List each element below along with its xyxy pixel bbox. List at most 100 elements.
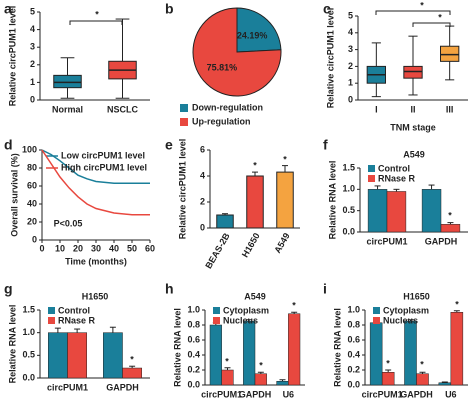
pie-slice: [192, 7, 282, 97]
panel-title: H1650: [82, 291, 109, 301]
legend-swatch: [180, 118, 188, 126]
error-bar: [291, 311, 298, 314]
error-bar: [447, 222, 454, 225]
y-tick-label: 0.0: [187, 379, 200, 389]
y-tick-label: 0.2: [347, 364, 360, 374]
y-tick-label: 0.8: [347, 319, 360, 329]
panel-title: A549: [244, 291, 266, 301]
x-tick-label: II: [410, 104, 415, 114]
bar: [246, 175, 264, 229]
y-tick-label: 1: [348, 78, 353, 88]
annotation: *: [259, 360, 263, 370]
y-tick-label: 0.6: [347, 334, 360, 344]
legend-label: Nucleus: [223, 315, 258, 325]
y-tick-label: 4: [348, 27, 353, 37]
x-tick-label: circPUM1: [201, 389, 242, 399]
legend-label: Up-regulation: [192, 116, 251, 126]
y-tick-label: 2: [200, 196, 205, 206]
slice-label: 75.81%: [207, 62, 238, 72]
error-bar: [279, 379, 286, 382]
bar: [209, 324, 222, 386]
bar: [440, 224, 461, 233]
panel-label: a: [4, 1, 12, 17]
y-tick-label: 5: [348, 10, 353, 20]
error-bar: [419, 371, 426, 374]
bar: [221, 369, 234, 386]
x-tick-label: GAPDH: [425, 236, 458, 246]
legend-swatch: [368, 165, 375, 172]
panel-label: g: [4, 281, 13, 297]
bar: [48, 332, 68, 379]
annotation: *: [283, 154, 287, 164]
y-axis-label: Relative RNA level: [172, 308, 182, 387]
error-bar: [407, 319, 414, 322]
y-axis-label: Relative circPUM1 level: [325, 8, 335, 109]
y-tick-label: 6: [200, 144, 205, 154]
annotation: *: [130, 354, 134, 364]
annotation: *: [448, 210, 452, 220]
legend-swatch: [373, 307, 380, 314]
y-tick-label: 100: [22, 144, 37, 154]
y-tick-label: 4: [200, 170, 205, 180]
x-tick-label: I: [375, 104, 378, 114]
y-axis-label: Relative RNA level: [327, 161, 337, 240]
bar: [103, 332, 123, 379]
error-bar: [222, 213, 228, 215]
y-tick-label: 0: [32, 234, 37, 244]
y-tick-label: 1.0: [22, 327, 35, 337]
annotation: *: [253, 160, 257, 170]
x-tick-label: GAPDH: [106, 382, 139, 392]
bar: [367, 189, 388, 233]
y-axis-label: Overall survival (%): [9, 153, 19, 237]
legend-label: High circPUM1 level: [61, 162, 147, 172]
x-tick-label: BEAS-2B: [203, 231, 232, 271]
bar: [416, 373, 429, 386]
x-tick-label: GAPDH: [400, 389, 433, 399]
error-bar: [129, 365, 136, 369]
legend-label: Cytoplasm: [223, 305, 269, 315]
legend-swatch: [213, 307, 220, 314]
y-tick-label: 0: [30, 94, 35, 104]
x-tick-label: circPUM1: [366, 236, 407, 246]
y-tick-label: 1.0: [342, 184, 355, 194]
x-tick-label: 60: [145, 243, 155, 253]
y-tick-label: 4: [30, 24, 35, 34]
x-tick-label: 10: [55, 243, 65, 253]
panel-title: A549: [403, 149, 425, 159]
legend-label: Nucleus: [383, 315, 418, 325]
y-tick-label: 20: [27, 216, 37, 226]
x-tick-label: 40: [109, 243, 119, 253]
annotation: *: [292, 300, 296, 310]
y-tick-label: 80: [27, 162, 37, 172]
bar: [438, 382, 452, 386]
y-axis-label: Relative RNA level: [7, 305, 17, 384]
x-tick-label: A549: [272, 231, 291, 255]
y-tick-label: 3: [30, 42, 35, 52]
bar: [450, 312, 464, 386]
bar: [421, 189, 442, 233]
bar: [386, 191, 407, 233]
legend-swatch: [180, 104, 188, 112]
box: [403, 65, 423, 79]
x-tick-label: U6: [283, 389, 295, 399]
y-tick-label: 0.6: [187, 334, 200, 344]
panel-label: f: [323, 137, 328, 153]
annotation: *: [225, 356, 229, 366]
slice-label: 24.19%: [237, 30, 268, 40]
legend-swatch: [48, 307, 55, 314]
y-tick-label: 1.0: [347, 304, 360, 314]
y-tick-label: 1: [30, 77, 35, 87]
panel-label: c: [323, 1, 331, 17]
x-tick-label: GAPDH: [239, 389, 272, 399]
y-tick-label: 1.5: [22, 304, 35, 314]
annotation: *: [386, 358, 390, 368]
bar: [369, 322, 383, 386]
legend-label: Control: [378, 163, 410, 173]
x-tick-label: Normal: [52, 104, 83, 114]
annotation: *: [438, 12, 442, 22]
sig-bracket: [375, 10, 451, 15]
box: [53, 74, 82, 89]
annotation: *: [95, 9, 99, 19]
x-tick-label: 0: [39, 243, 44, 253]
bar: [122, 367, 142, 379]
